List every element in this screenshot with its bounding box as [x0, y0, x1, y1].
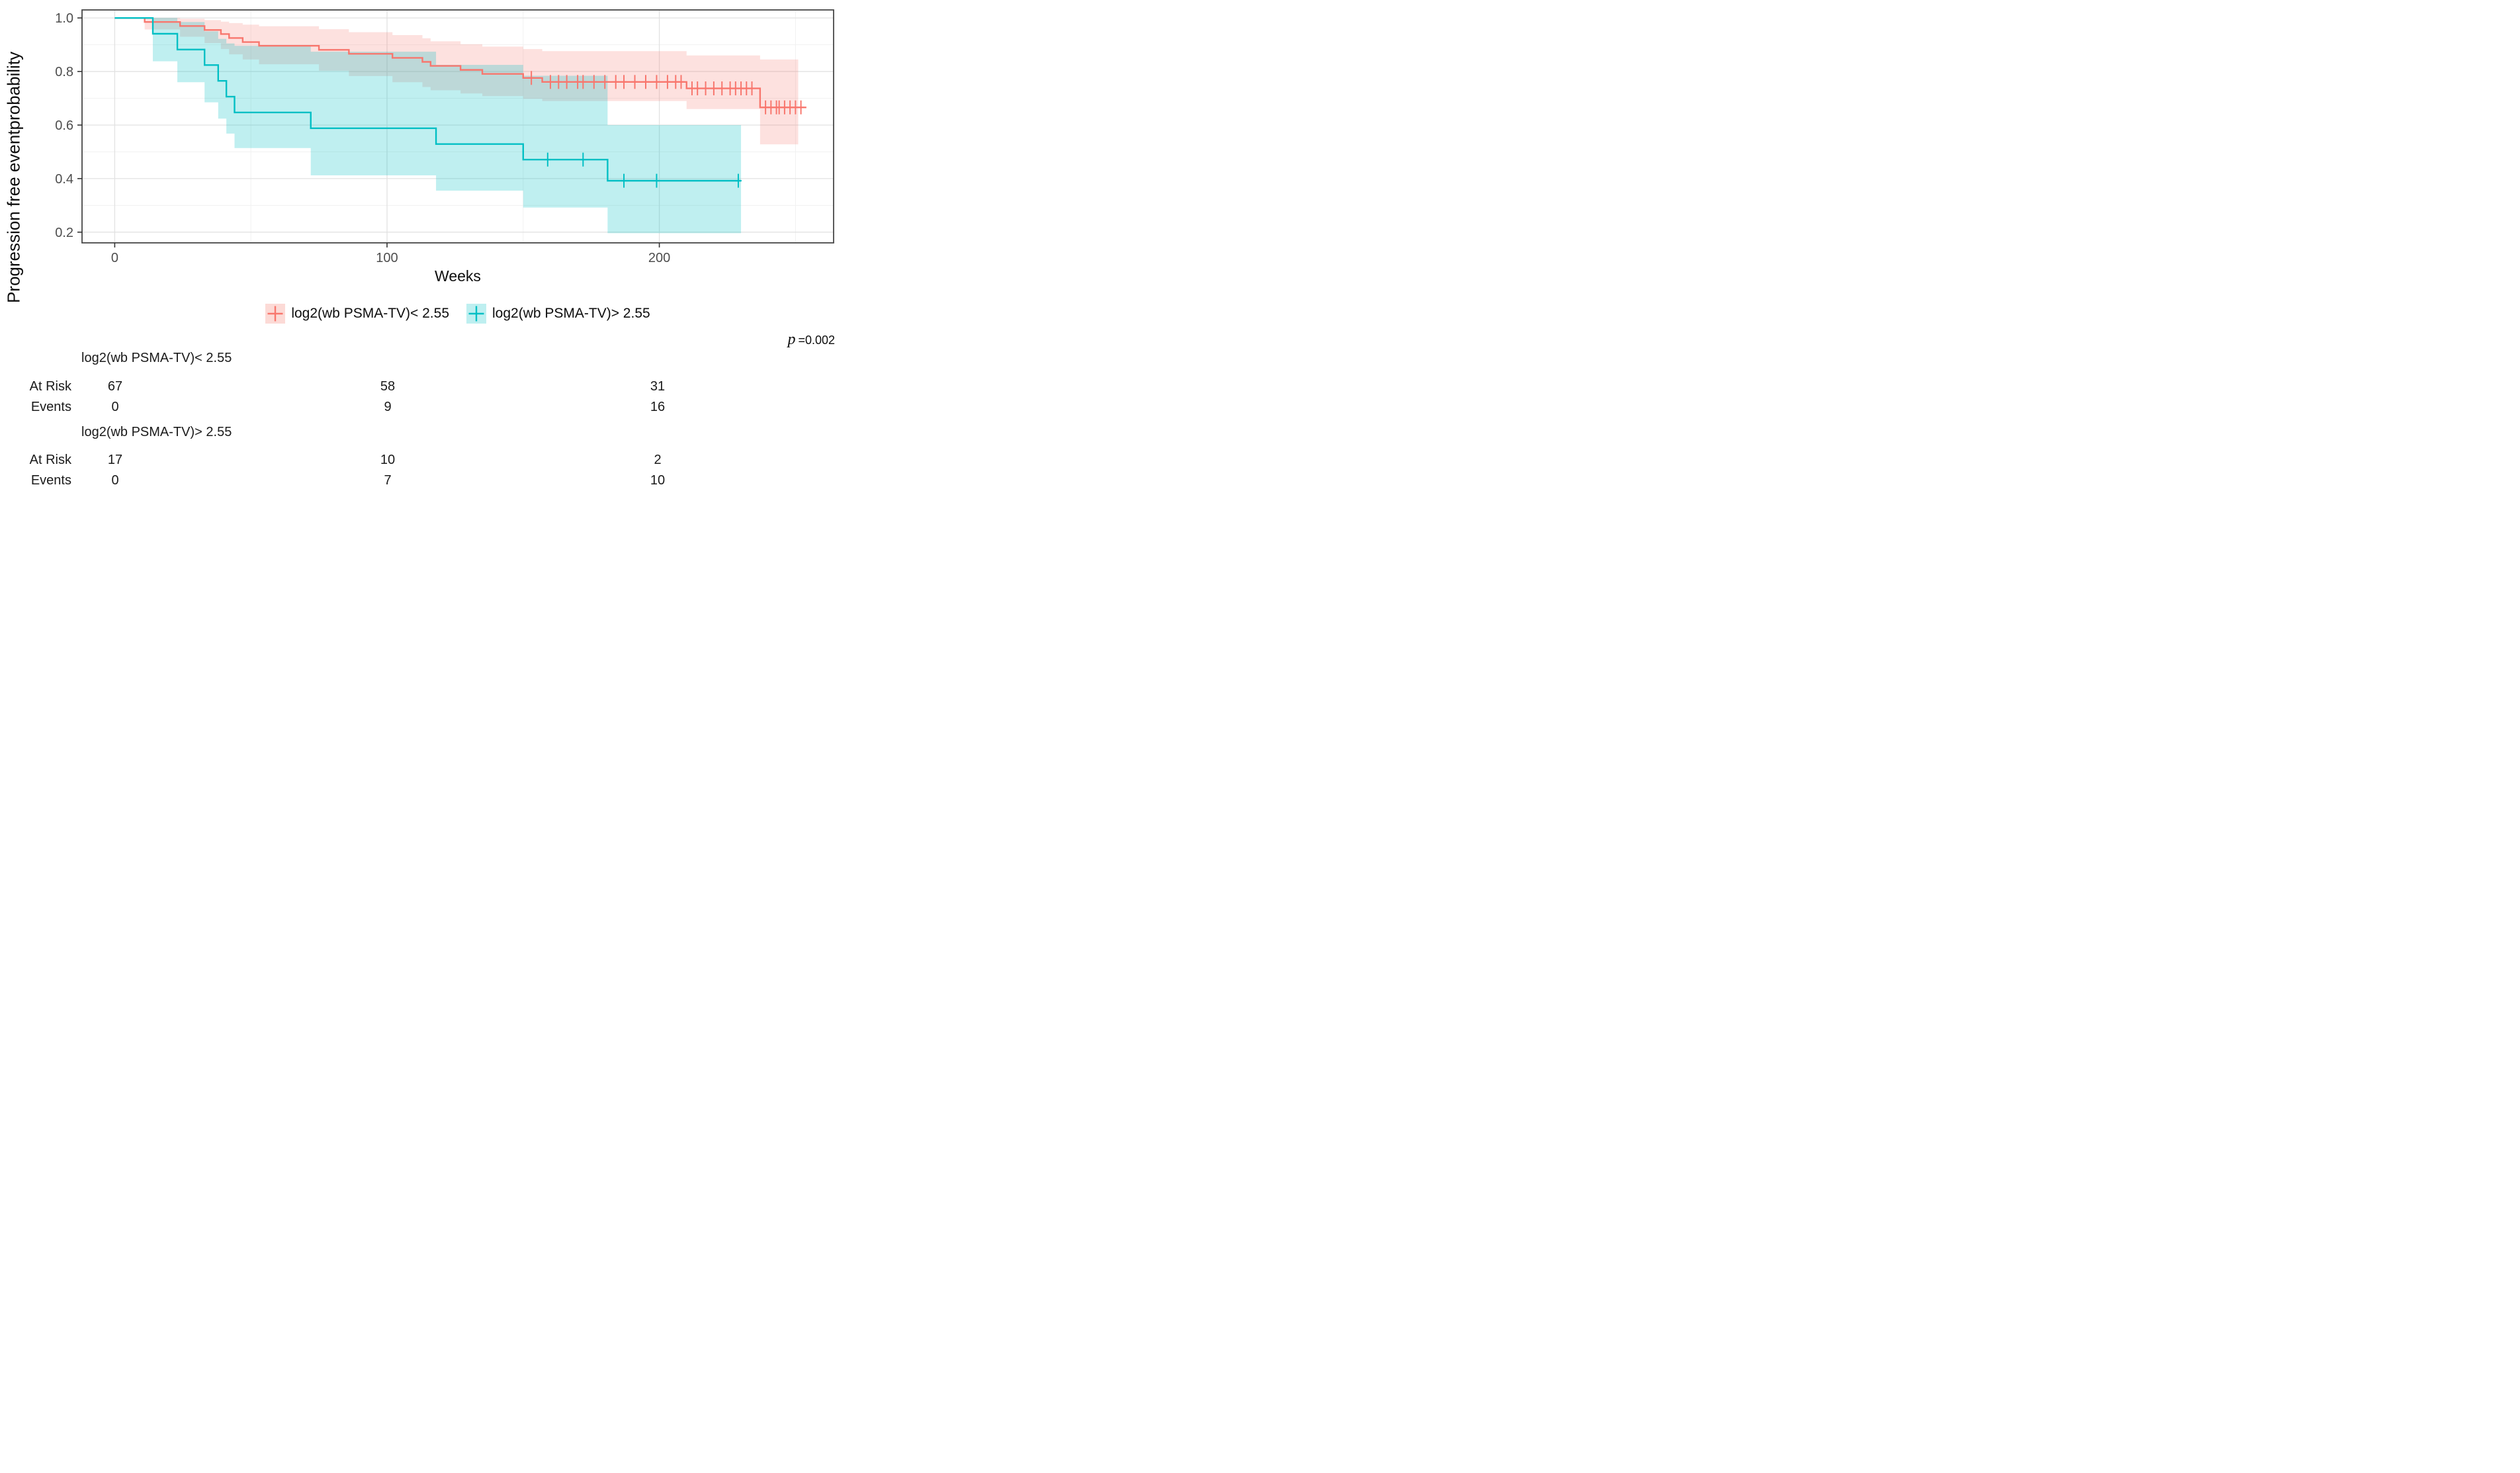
table-row: At Risk 17 10 2	[29, 453, 662, 467]
legend-label: log2(wb PSMA-TV)< 2.55	[291, 306, 449, 321]
confidence-band	[114, 18, 742, 234]
survival-curve	[114, 17, 742, 182]
gridlines	[82, 10, 834, 243]
legend: log2(wb PSMA-TV)< 2.55 log2(wb PSMA-TV)>…	[82, 304, 834, 324]
p-value: p =0.002	[787, 331, 835, 349]
survival-curve	[114, 17, 806, 109]
panel-border	[81, 9, 834, 244]
y-tick-label: 0.2	[55, 226, 73, 240]
x-tick-label: 100	[376, 251, 398, 265]
table-row: Events 0 9 16	[30, 400, 666, 414]
km-plot-panel: 0 100 200 1.0 0.8 0.6 0.4 0.2	[55, 9, 834, 265]
confidence-band	[114, 18, 799, 145]
risk-table-group-header: log2(wb PSMA-TV)< 2.55	[81, 351, 232, 365]
km-survival-figure: 0 100 200 1.0 0.8 0.6 0.4 0.2 Progression free …	[0, 0, 840, 491]
x-tick-label: 0	[111, 251, 118, 265]
censor-marks	[528, 71, 804, 114]
y-tick-label: 1.0	[55, 11, 73, 26]
table-row: Events 0 7 10	[30, 473, 666, 488]
plus-censor-icon	[265, 304, 286, 324]
p-value-symbol: p	[787, 331, 796, 348]
plus-censor-glyph	[267, 306, 283, 322]
legend-item-group-high: log2(wb PSMA-TV)> 2.55	[466, 304, 650, 324]
plus-censor-glyph	[468, 306, 484, 322]
p-value-number: =0.002	[798, 334, 835, 347]
x-tick-label: 200	[648, 251, 670, 265]
risk-table-group-header: log2(wb PSMA-TV)> 2.55	[81, 425, 232, 439]
legend-label: log2(wb PSMA-TV)> 2.55	[492, 306, 650, 321]
legend-item-group-low: log2(wb PSMA-TV)< 2.55	[265, 304, 449, 324]
y-tick-label: 0.8	[55, 65, 73, 79]
panel-background	[82, 10, 834, 243]
y-tick-label: 0.4	[55, 172, 73, 187]
censor-marks	[544, 152, 742, 188]
table-row: At Risk 67 58 31	[29, 379, 666, 394]
plus-censor-icon	[466, 304, 486, 324]
x-axis-title: Weeks	[435, 267, 481, 285]
y-tick-label: 0.6	[55, 118, 73, 133]
risk-table: log2(wb PSMA-TV)< 2.55 At Risk 67 58 31 …	[0, 0, 840, 491]
